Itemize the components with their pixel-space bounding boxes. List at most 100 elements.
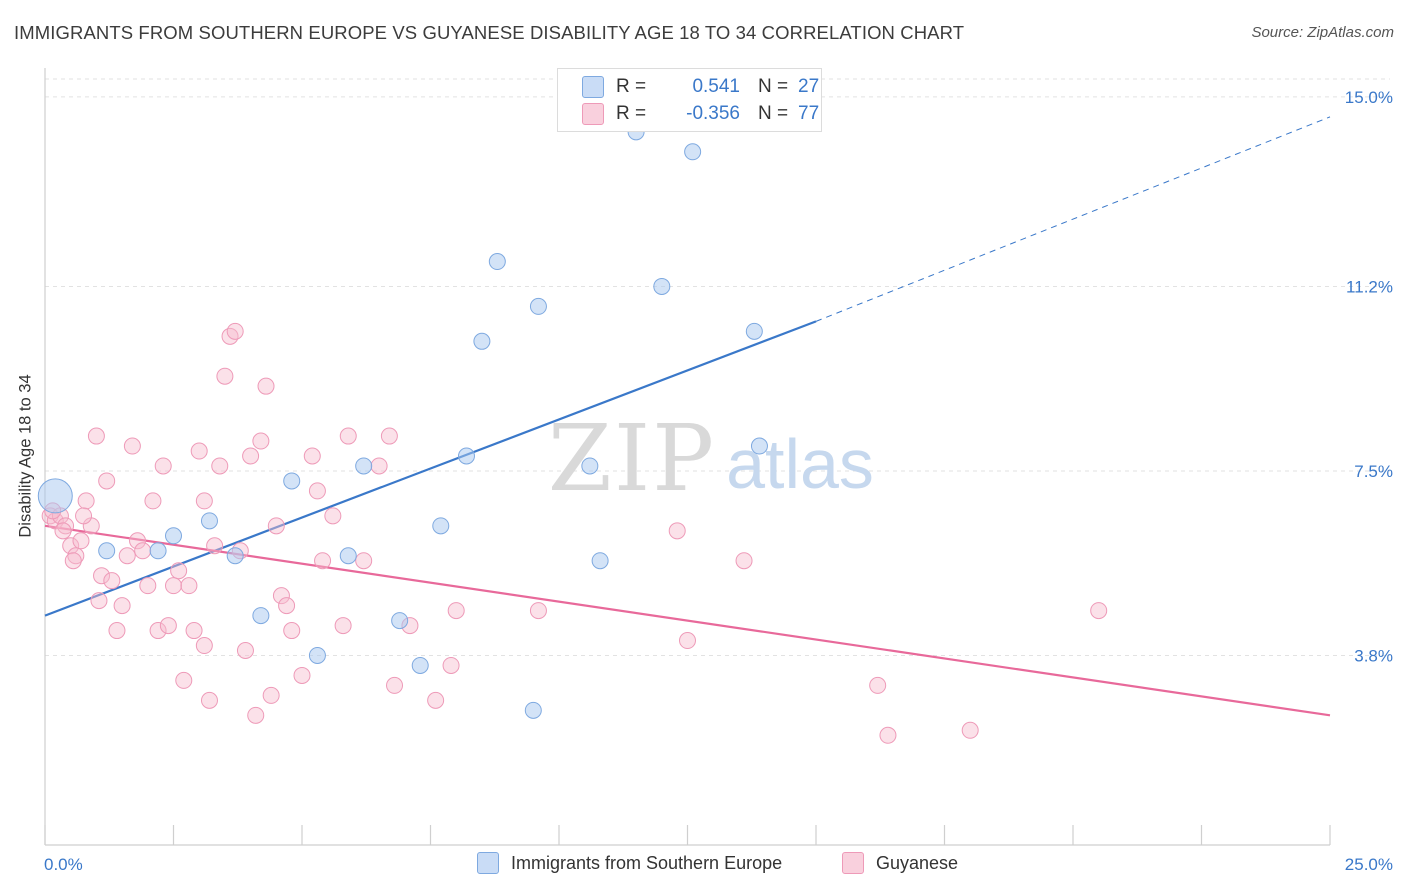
point-guyanese	[72, 532, 90, 550]
point-guyanese	[447, 602, 465, 620]
point-southern-europe	[37, 478, 73, 514]
point-guyanese	[57, 517, 75, 535]
point-guyanese	[54, 522, 72, 540]
point-guyanese	[134, 542, 152, 560]
point-southern-europe	[473, 332, 491, 350]
point-southern-europe	[750, 437, 768, 455]
point-southern-europe	[355, 457, 373, 475]
legend-r-label: R =	[616, 103, 647, 124]
point-guyanese	[190, 442, 208, 460]
point-southern-europe	[524, 701, 542, 719]
point-guyanese	[247, 706, 265, 724]
legend-n-label: N =	[758, 76, 789, 97]
point-guyanese	[293, 666, 311, 684]
y-tick-label: 15.0%	[1345, 88, 1393, 107]
legend-n-value: 77	[798, 103, 820, 124]
legend-swatch-blue	[477, 852, 499, 874]
legend-label-southern-europe: Immigrants from Southern Europe	[511, 852, 783, 873]
point-guyanese	[170, 562, 188, 580]
point-southern-europe	[591, 552, 609, 570]
point-southern-europe	[339, 547, 357, 565]
point-southern-europe	[252, 607, 270, 625]
point-guyanese	[77, 492, 95, 510]
point-southern-europe	[308, 646, 326, 664]
point-guyanese	[380, 427, 398, 445]
point-southern-europe	[200, 512, 218, 530]
point-guyanese	[159, 617, 177, 635]
point-guyanese	[529, 602, 547, 620]
point-southern-europe	[226, 547, 244, 565]
point-southern-europe	[745, 322, 763, 340]
point-guyanese	[735, 552, 753, 570]
point-guyanese	[236, 642, 254, 660]
point-guyanese	[427, 691, 445, 709]
point-guyanese	[62, 537, 80, 555]
y-tick-label: 3.8%	[1354, 646, 1393, 665]
point-guyanese	[1090, 602, 1108, 620]
trend-line-guyanese	[44, 524, 1331, 717]
point-guyanese	[386, 676, 404, 694]
watermark-zip: ZIP	[548, 405, 716, 512]
x-tick-label: 0.0%	[44, 855, 83, 874]
point-guyanese	[242, 447, 260, 465]
watermark: ZIP atlas	[548, 405, 874, 512]
point-guyanese	[113, 597, 131, 615]
point-guyanese	[129, 532, 147, 550]
point-guyanese	[668, 522, 686, 540]
axes	[44, 68, 1331, 846]
legend-swatch-pink	[842, 852, 864, 874]
point-southern-europe	[488, 253, 506, 271]
point-southern-europe	[529, 297, 547, 315]
legend-label-guyanese: Guyanese	[876, 852, 959, 873]
point-guyanese	[180, 577, 198, 595]
point-guyanese	[442, 656, 460, 674]
point-southern-europe	[98, 542, 116, 560]
point-southern-europe	[432, 517, 450, 535]
grid-lines	[45, 78, 1390, 656]
point-guyanese	[67, 547, 85, 565]
legend-swatch-pink	[582, 103, 604, 125]
y-axis-label: Disability Age 18 to 34	[16, 374, 35, 538]
point-guyanese	[123, 437, 141, 455]
point-guyanese	[679, 632, 696, 650]
point-guyanese	[154, 457, 172, 475]
point-southern-europe	[391, 612, 409, 630]
correlation-legend: R = 0.541 N = 27 R = -0.356 N = 77	[557, 68, 822, 132]
legend-swatch-blue	[582, 76, 604, 98]
point-guyanese	[355, 552, 373, 570]
point-guyanese	[308, 482, 326, 500]
tick-labels: 3.8% 7.5% 11.2% 15.0% 0.0% 25.0%	[44, 88, 1393, 874]
point-guyanese	[165, 577, 182, 595]
trend-line-southern-europe	[44, 320, 817, 617]
point-guyanese	[226, 322, 244, 340]
point-guyanese	[334, 617, 352, 635]
y-tick-label: 11.2%	[1346, 277, 1393, 296]
point-southern-europe	[411, 656, 429, 674]
point-guyanese	[103, 572, 121, 590]
legend-item-guyanese: Guyanese	[842, 852, 958, 874]
point-southern-europe	[149, 542, 167, 560]
point-guyanese	[118, 547, 136, 565]
legend-r-value: 0.541	[692, 76, 740, 97]
point-southern-europe	[653, 277, 671, 295]
legend-item-southern-europe: Immigrants from Southern Europe	[477, 852, 782, 874]
point-guyanese	[257, 377, 275, 395]
watermark-atlas: atlas	[726, 425, 874, 503]
legend-r-value: -0.356	[686, 103, 740, 124]
point-guyanese	[252, 432, 270, 450]
source-label: Source: ZipAtlas.com	[1251, 24, 1394, 41]
point-guyanese	[206, 537, 224, 555]
y-tick-label: 7.5%	[1354, 462, 1393, 481]
point-guyanese	[195, 492, 213, 510]
series-legend: Immigrants from Southern Europe Guyanese	[0, 852, 1406, 878]
data-points	[37, 83, 1108, 744]
point-guyanese	[139, 577, 157, 595]
trend-line-extension	[815, 116, 1331, 322]
point-guyanese	[200, 691, 218, 709]
point-southern-europe	[283, 472, 301, 490]
point-guyanese	[195, 637, 213, 655]
point-guyanese	[98, 472, 116, 490]
chart-title: IMMIGRANTS FROM SOUTHERN EUROPE VS GUYAN…	[14, 22, 965, 43]
legend-row-blue: R = 0.541 N = 27	[558, 74, 819, 100]
point-guyanese	[221, 327, 239, 345]
